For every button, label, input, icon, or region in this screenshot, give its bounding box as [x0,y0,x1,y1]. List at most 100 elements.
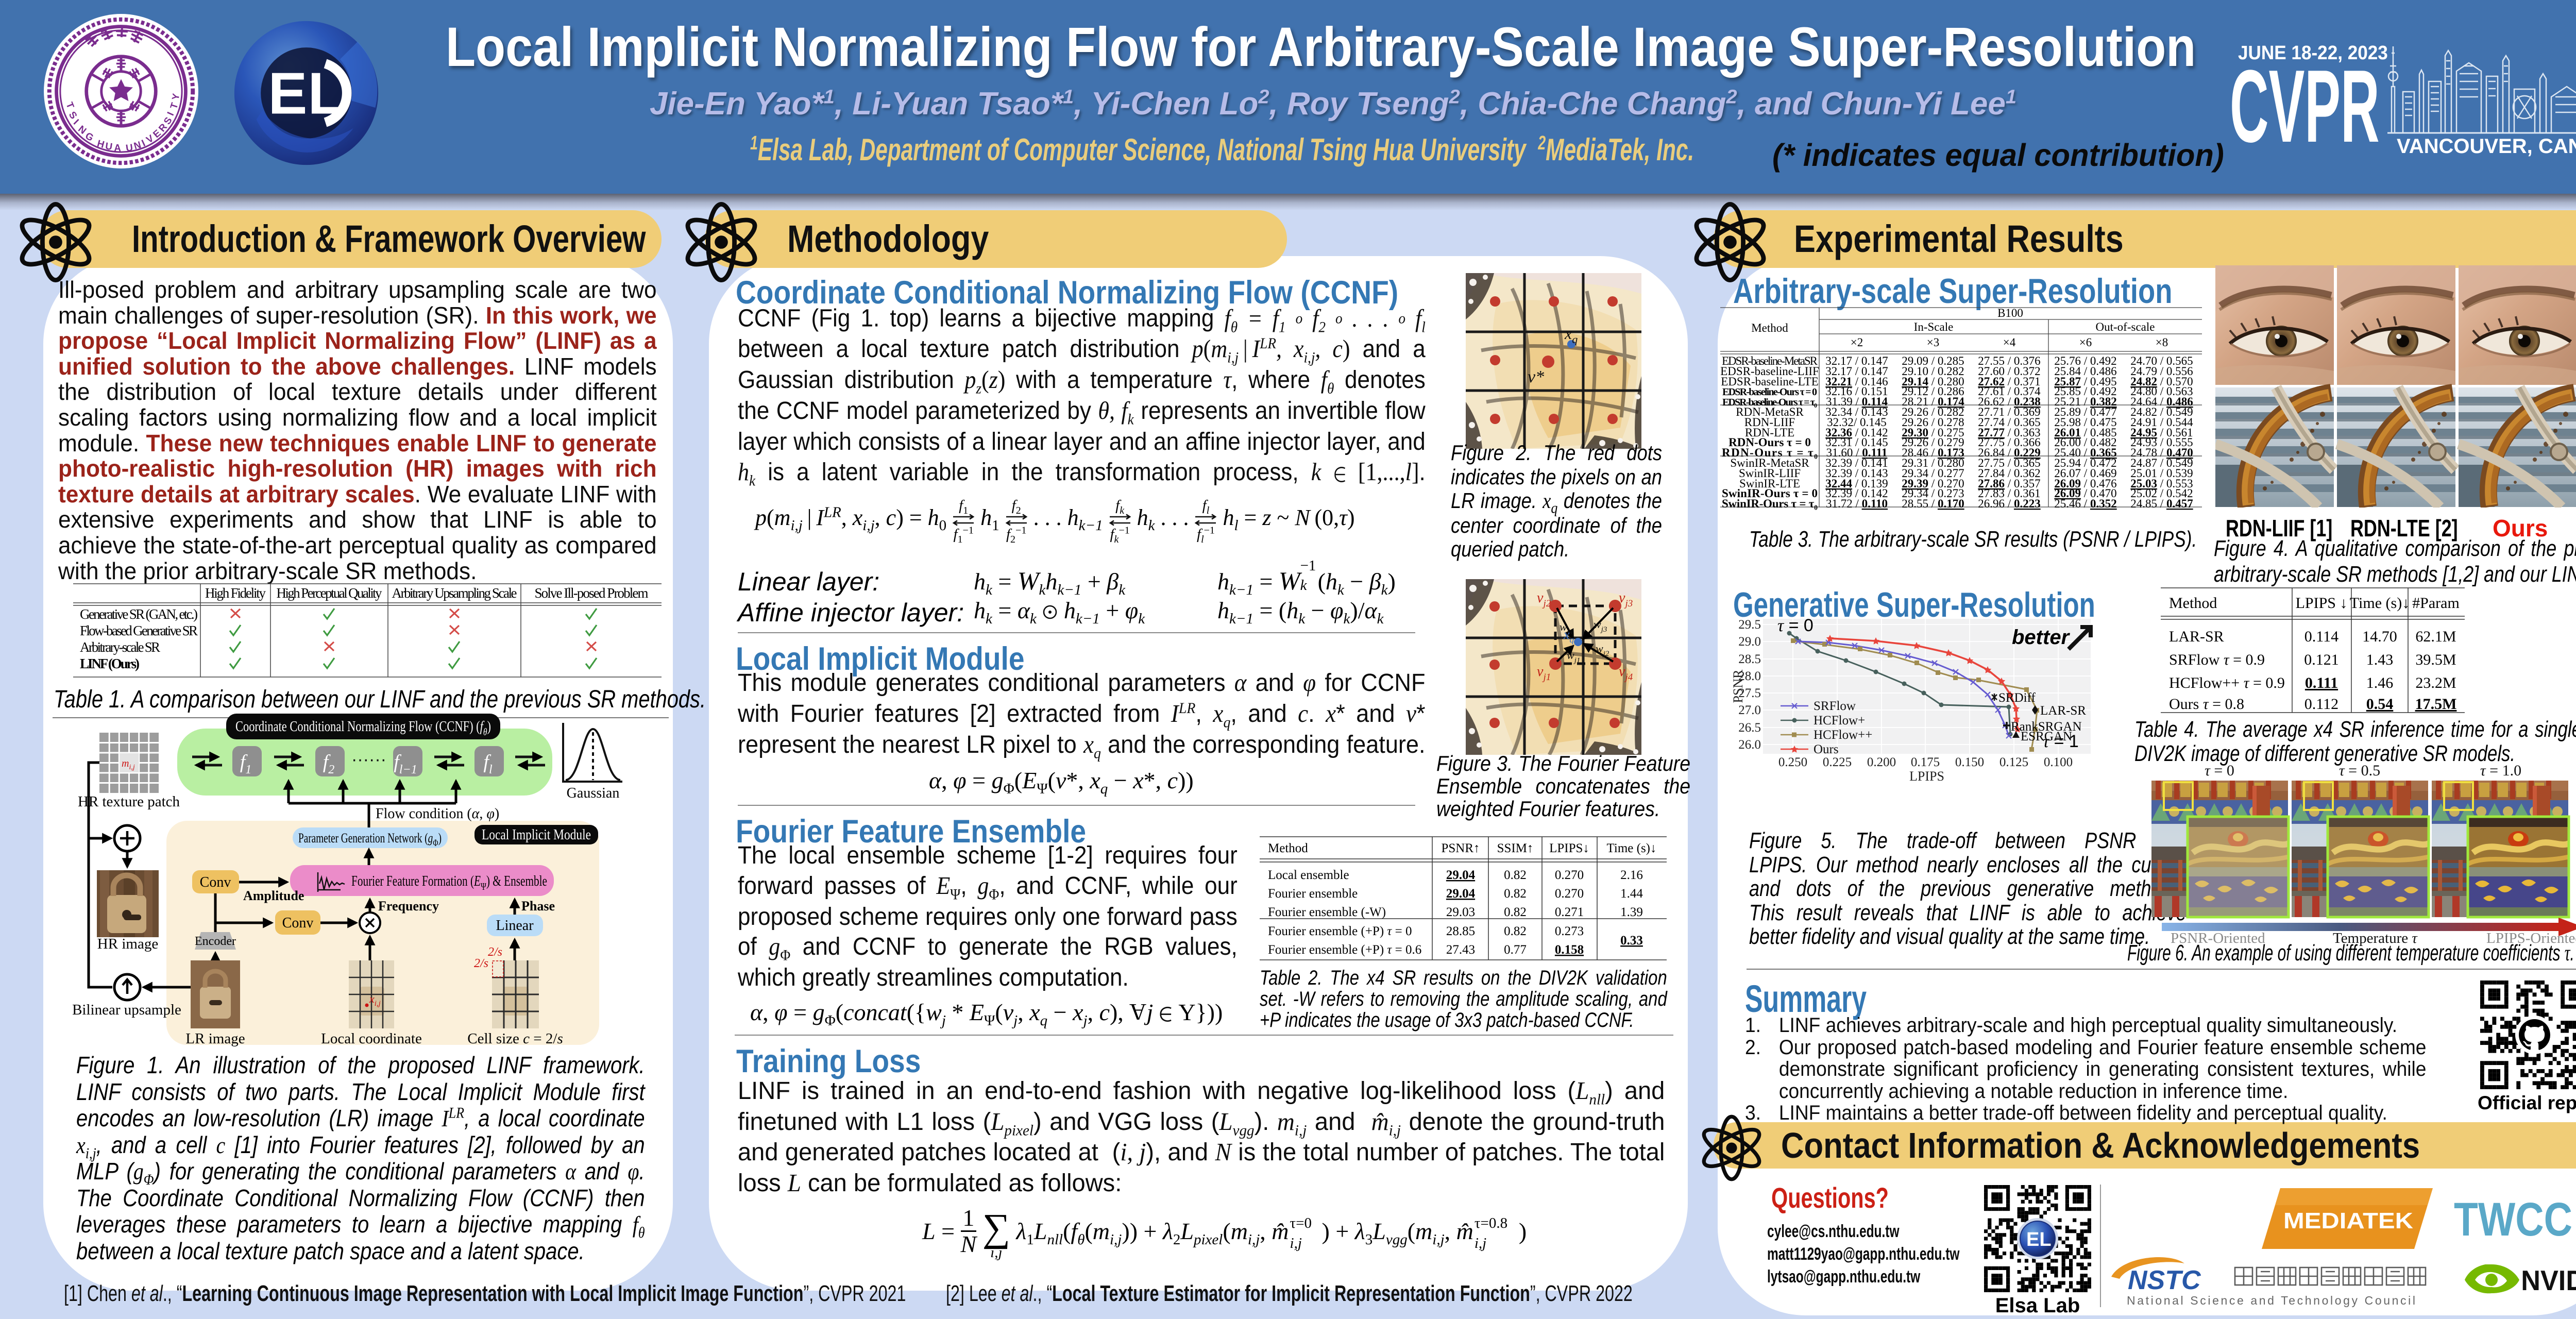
svg-text:HR image: HR image [97,936,158,952]
svg-text:PSNR-Oriented: PSNR-Oriented [2171,930,2265,946]
svg-text:0.114: 0.114 [2304,628,2338,645]
svg-text:24.82 / 0.570: 24.82 / 0.570 [2130,375,2193,388]
svg-text:0.82: 0.82 [1504,868,1527,882]
svg-text:23.2M: 23.2M [2415,674,2456,691]
svg-text:HCFlow+: HCFlow+ [1814,714,1865,728]
svg-text:26.07 / 0.469: 26.07 / 0.469 [2054,467,2116,480]
svg-text:39.5M: 39.5M [2415,651,2456,668]
svg-text:HR texture patch: HR texture patch [78,793,180,810]
svg-text:RDN-LIIF: RDN-LIIF [1744,416,1795,429]
svg-text:27.74 / 0.365: 27.74 / 0.365 [1978,416,2040,429]
svg-text:25.02 / 0.542: 25.02 / 0.542 [2130,487,2193,500]
svg-text:24.64 / 0.486: 24.64 / 0.486 [2130,395,2193,408]
svg-text:1.43: 1.43 [2366,651,2394,668]
svg-text:Amplitude: Amplitude [243,888,304,903]
svg-text:Flow condition (α, φ): Flow condition (α, φ) [376,806,499,822]
svg-text:0.100: 0.100 [2044,755,2073,769]
svg-text:29.0: 29.0 [1738,635,1761,649]
svg-text:29.09 / 0.285: 29.09 / 0.285 [1902,354,1964,367]
svg-text:EDSR-baseline-LIIF: EDSR-baseline-LIIF [1720,365,1819,378]
svg-text:LINF (Ours): LINF (Ours) [80,656,140,671]
svg-text:29.04: 29.04 [1446,887,1476,901]
svg-text:29.26 / 0.282: 29.26 / 0.282 [1902,405,1964,418]
svg-text:0.54: 0.54 [2366,696,2394,713]
svg-text:26.5: 26.5 [1738,721,1761,735]
svg-text:0.82: 0.82 [1504,887,1527,901]
svg-text:×3: ×3 [1927,336,1939,349]
svg-text:14.70: 14.70 [2362,628,2397,645]
svg-text:27.60 / 0.372: 27.60 / 0.372 [1978,365,2040,378]
svg-text:0.200: 0.200 [1867,755,1896,769]
svg-text:τ = 1.0: τ = 1.0 [2480,765,2521,779]
svg-text:31.39 / 0.114: 31.39 / 0.114 [1826,395,1888,408]
svg-text:Local ensemble: Local ensemble [1268,868,1349,882]
svg-text:Method: Method [1751,322,1788,334]
svg-text:32.39 / 0.141: 32.39 / 0.141 [1825,456,1888,469]
svg-text:Fourier ensemble (+P) τ = 0.6: Fourier ensemble (+P) τ = 0.6 [1268,943,1421,957]
svg-text:2/s: 2/s [488,945,502,959]
svg-text:Generative SR (GAN, etc.): Generative SR (GAN, etc.) [80,606,198,622]
svg-text:2.16: 2.16 [1620,868,1643,882]
svg-text:PSNR↑: PSNR↑ [1441,841,1480,855]
svg-text:1.46: 1.46 [2366,674,2394,691]
svg-text:RDN-Ours τ = 0: RDN-Ours τ = 0 [1728,436,1811,449]
svg-text:#Param: #Param [2412,595,2460,612]
svg-text:PSNR: PSNR [1731,669,1745,703]
svg-text:SwinIR-Ours τ = τ₀: SwinIR-Ours τ = τ₀ [1722,497,1818,510]
svg-text:62.1M: 62.1M [2415,628,2456,645]
svg-text:MEDIATEK: MEDIATEK [2283,1208,2413,1233]
svg-text:SwinIR-LTE: SwinIR-LTE [1739,477,1800,490]
svg-text:26.00 / 0.482: 26.00 / 0.482 [2054,436,2116,449]
svg-text:EDSR-baseline-LTE: EDSR-baseline-LTE [1721,375,1819,388]
svg-text:26.01 / 0.485: 26.01 / 0.485 [2054,426,2116,439]
svg-text:Conv: Conv [282,915,314,931]
svg-text:32.17 / 0.147: 32.17 / 0.147 [1825,365,1888,378]
svg-text:28.46 / 0.173: 28.46 / 0.173 [1902,446,1964,459]
svg-text:24.70 / 0.565: 24.70 / 0.565 [2130,354,2193,367]
svg-text:31.72 / 0.110: 31.72 / 0.110 [1826,497,1888,510]
svg-text:29.14 / 0.280: 29.14 / 0.280 [1902,375,1964,388]
svg-text:Conv: Conv [200,874,231,890]
svg-text:32.34 / 0.143: 32.34 / 0.143 [1825,405,1888,418]
svg-text:24.93 / 0.555: 24.93 / 0.555 [2130,436,2193,449]
svg-text:0.175: 0.175 [1911,755,1940,769]
svg-text:Local coordinate: Local coordinate [321,1030,422,1047]
svg-text:32.36 / 0.142: 32.36 / 0.142 [1825,426,1888,439]
svg-text:Coordinate Conditional Normali: Coordinate Conditional Normalizing Flow … [235,718,491,738]
svg-text:ESRGAN: ESRGAN [2021,730,2072,743]
svg-text:25.98 / 0.475: 25.98 / 0.475 [2054,416,2116,429]
svg-text:27.84 / 0.362: 27.84 / 0.362 [1978,467,2040,480]
svg-text:Fourier Feature Formation (EΨ): Fourier Feature Formation (EΨ) & Ensembl… [351,873,547,892]
svg-text:0.270: 0.270 [1555,868,1584,882]
svg-text:24.87 / 0.549: 24.87 / 0.549 [2130,456,2193,469]
svg-text:24.80 / 0.563: 24.80 / 0.563 [2130,385,2193,398]
svg-text:25.01 / 0.539: 25.01 / 0.539 [2130,467,2193,480]
svg-text:25.85 / 0.492: 25.85 / 0.492 [2054,385,2116,398]
svg-text:Time (s)↓: Time (s)↓ [1606,841,1656,855]
svg-text:25.21 / 0.382: 25.21 / 0.382 [2054,395,2116,408]
svg-text:Phase: Phase [521,899,555,914]
svg-text:26.96 / 0.223: 26.96 / 0.223 [1978,497,2040,510]
svg-text:Arbitrary-scale SR: Arbitrary-scale SR [80,639,160,655]
svg-text:······: ······ [351,750,386,769]
svg-text:0.271: 0.271 [1555,905,1584,919]
svg-text:26.84 / 0.229: 26.84 / 0.229 [1978,446,2040,459]
svg-text:×8: ×8 [2156,336,2168,349]
svg-text:NSTC: NSTC [2128,1265,2201,1295]
svg-text:25.76 / 0.492: 25.76 / 0.492 [2054,354,2116,367]
svg-text:24.78 / 0.470: 24.78 / 0.470 [2130,446,2193,459]
svg-text:T: T [168,102,181,111]
svg-text:U: U [105,141,113,153]
svg-text:EDSR-baseline-MetaSR: EDSR-baseline-MetaSR [1722,354,1818,367]
svg-text:Out-of-scale: Out-of-scale [2096,320,2155,333]
svg-text:32.39 / 0.142: 32.39 / 0.142 [1825,487,1888,500]
svg-text:Temperature τ: Temperature τ [2333,930,2418,946]
svg-text:LAR-SR: LAR-SR [2040,704,2086,718]
svg-text:29.12 / 0.286: 29.12 / 0.286 [1902,385,1964,398]
svg-text:27.5: 27.5 [1738,686,1761,700]
svg-text:29.39 / 0.270: 29.39 / 0.270 [1902,477,1964,490]
svg-text:0.250: 0.250 [1778,755,1807,769]
svg-text:RDN-LTE: RDN-LTE [1745,426,1794,439]
svg-text:Ours: Ours [1814,742,1839,756]
svg-text:×4: ×4 [2003,336,2016,349]
